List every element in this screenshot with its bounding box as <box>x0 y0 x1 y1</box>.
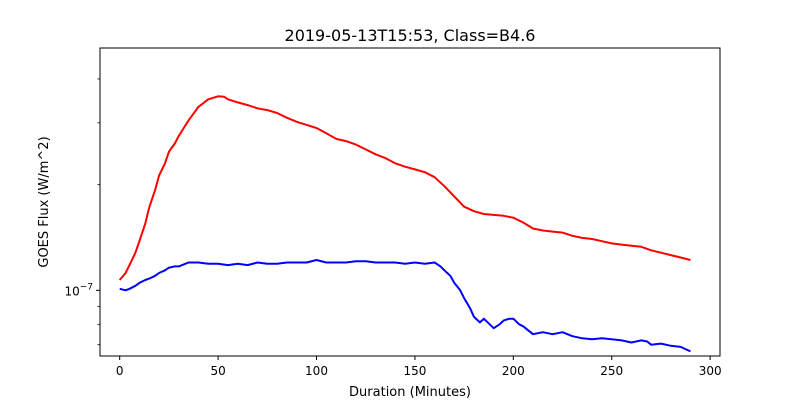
series-layer <box>118 95 691 353</box>
y-axis: 10−7 <box>64 78 100 346</box>
x-tick-label: 50 <box>210 364 225 378</box>
x-tick-label: 150 <box>403 364 426 378</box>
plot-frame <box>99 47 721 357</box>
y-tick-label: 10−7 <box>64 282 93 298</box>
x-tick-label: 200 <box>502 364 525 378</box>
x-tick-label: 300 <box>699 364 722 378</box>
x-tick-label: 0 <box>116 364 124 378</box>
series-line-1 <box>119 259 691 353</box>
x-tick-label: 100 <box>305 364 328 378</box>
x-axis-label: Duration (Minutes) <box>349 385 471 400</box>
x-tick-label: 250 <box>600 364 623 378</box>
chart-title: 2019-05-13T15:53, Class=B4.6 <box>285 26 536 45</box>
y-axis-label: GOES Flux (W/m^2) <box>37 136 52 267</box>
series-line-0 <box>118 95 691 281</box>
x-axis: 0 50 100 150 200 250 300 <box>116 356 722 378</box>
